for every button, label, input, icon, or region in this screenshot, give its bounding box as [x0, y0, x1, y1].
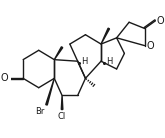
Text: H: H: [106, 58, 112, 67]
Text: Cl: Cl: [58, 112, 66, 121]
Text: H: H: [81, 58, 87, 67]
Text: O: O: [157, 16, 165, 26]
Polygon shape: [54, 47, 63, 60]
Polygon shape: [46, 78, 54, 105]
Text: Br: Br: [35, 107, 44, 116]
Text: O: O: [0, 73, 8, 83]
Text: O: O: [147, 41, 154, 51]
Polygon shape: [61, 95, 63, 110]
Polygon shape: [101, 28, 110, 44]
